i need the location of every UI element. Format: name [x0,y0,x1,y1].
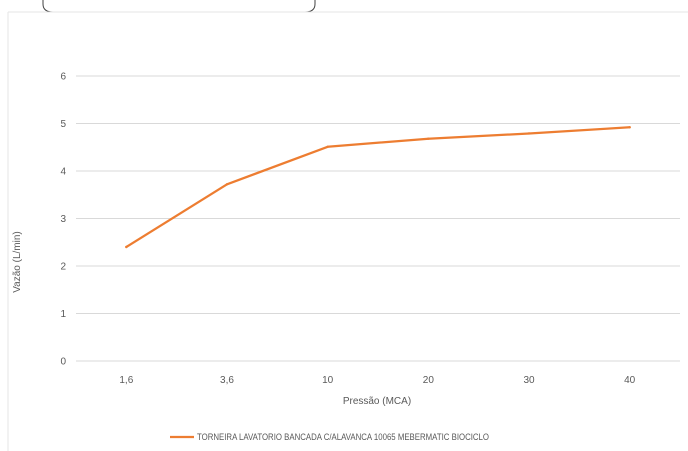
chart-frame [7,0,688,451]
y-axis-ticks: 0 1 2 3 4 5 6 [60,72,66,368]
legend-label: TORNEIRA LAVATORIO BANCADA C/ALAVANCA 10… [197,432,489,442]
y-tick-label: 2 [60,262,66,273]
series-lines [125,126,631,249]
x-tick-label: 1,6 [119,375,133,386]
x-axis-title: Pressão (MCA) [343,396,411,407]
y-tick-label: 3 [60,214,66,225]
y-tick-label: 5 [60,119,66,130]
y-axis-title: Vazão (L/min) [12,231,23,293]
data-point [628,126,631,129]
y-tick-label: 0 [60,357,66,368]
x-tick-label: 20 [423,375,435,386]
x-tick-label: 10 [322,375,334,386]
title-box-fragment [42,0,316,13]
data-point [326,145,329,148]
gridlines [76,75,680,362]
x-tick-label: 30 [523,375,535,386]
x-axis-ticks: 1,6 3,6 10 20 30 40 [119,375,635,386]
series-line [125,126,631,249]
y-tick-label: 1 [60,309,66,320]
data-point [427,137,430,140]
y-tick-label: 6 [60,72,66,83]
data-point [225,183,229,186]
x-tick-label: 40 [624,375,636,386]
x-tick-label: 3,6 [220,375,234,386]
legend: TORNEIRA LAVATORIO BANCADA C/ALAVANCA 10… [170,432,489,442]
data-point [527,132,531,135]
data-point [125,245,128,249]
y-tick-label: 4 [60,167,66,178]
